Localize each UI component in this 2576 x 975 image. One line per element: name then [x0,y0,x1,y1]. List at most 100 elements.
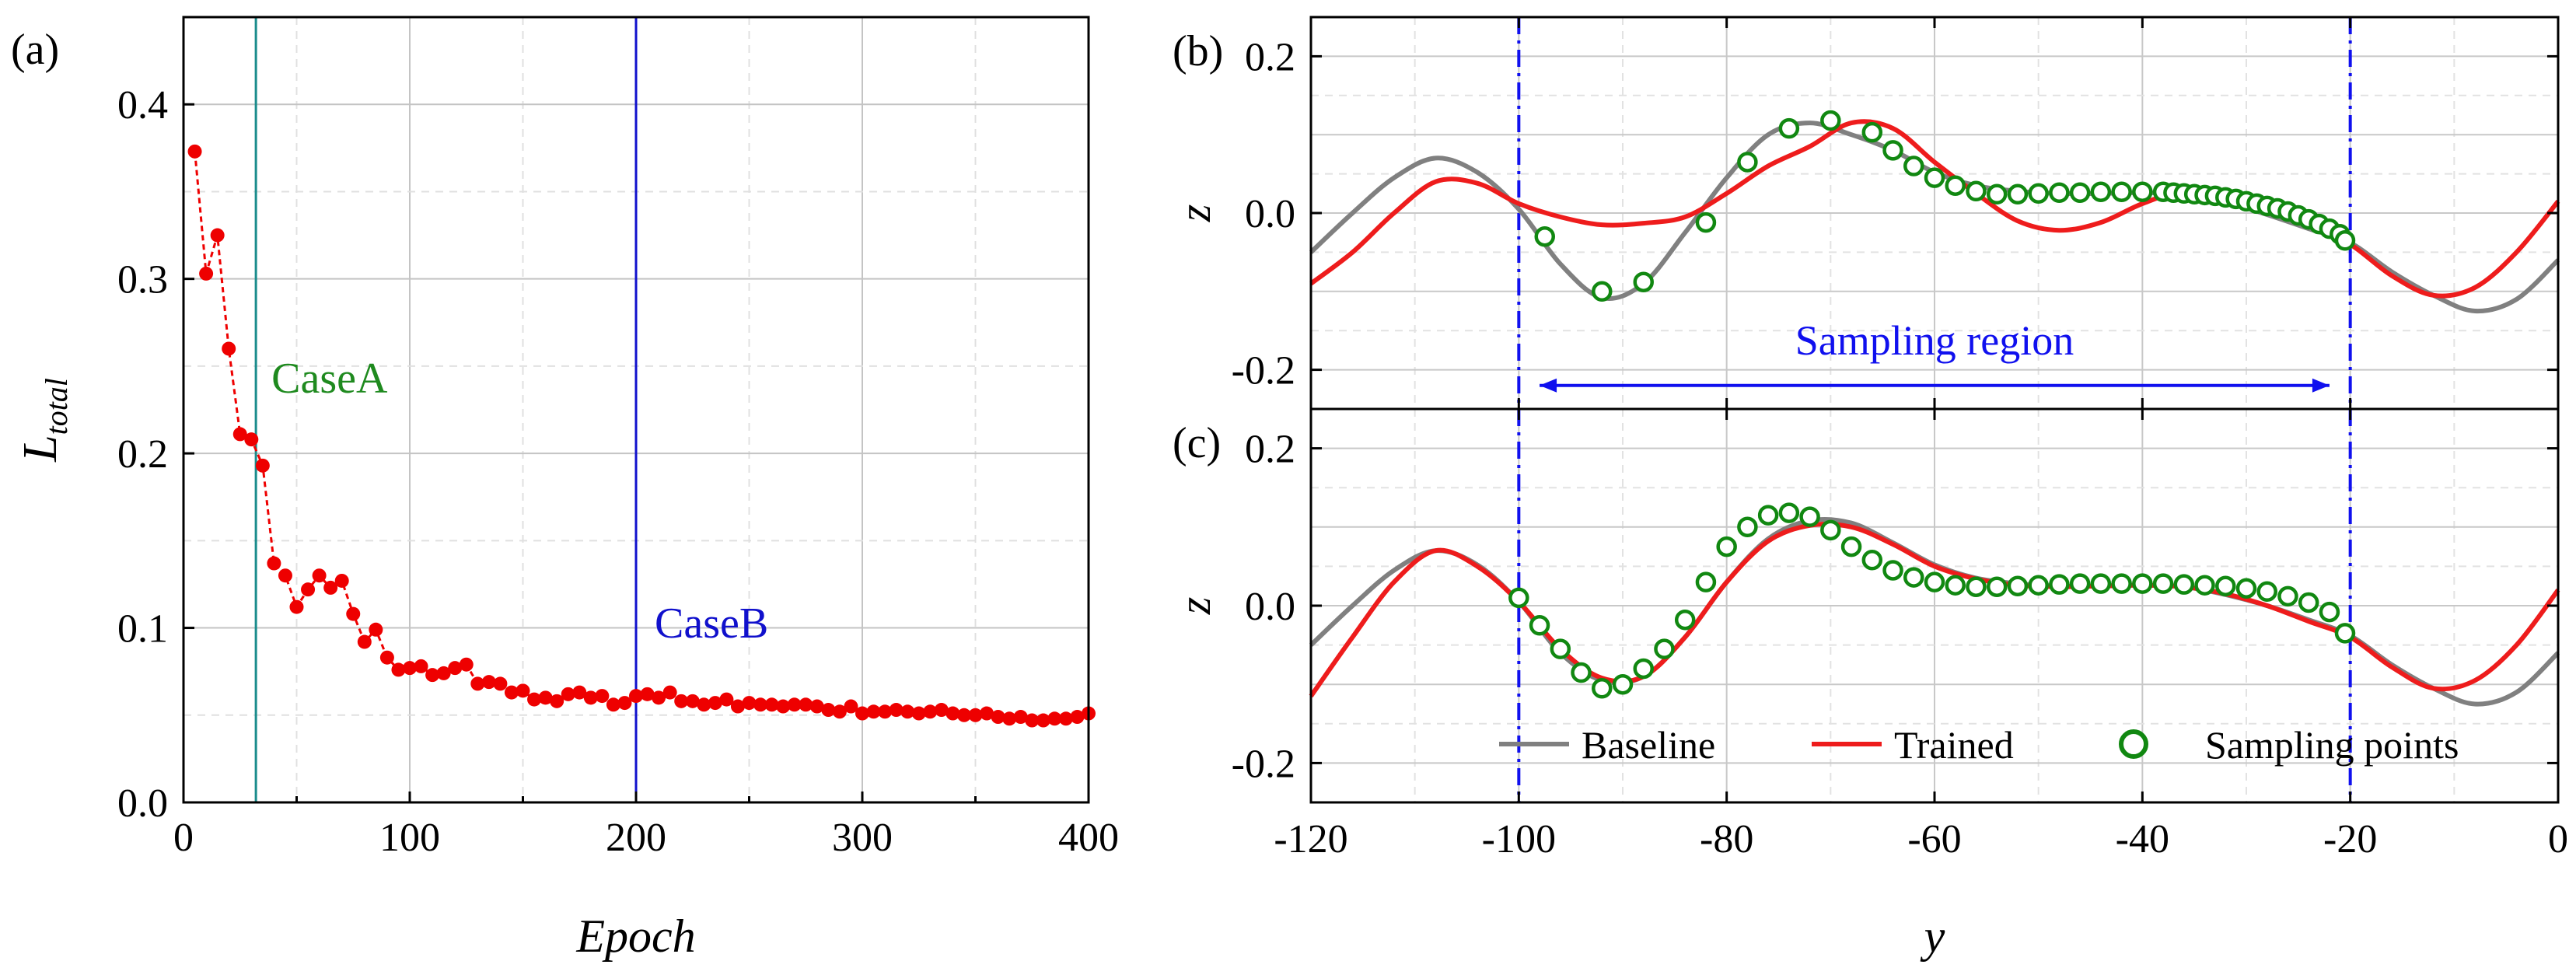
data-point [1070,710,1085,725]
sampling-point [1966,180,1987,202]
sampling-point [1966,576,1987,597]
data-point [764,697,779,712]
sampling-point [2090,573,2112,594]
data-point [334,573,349,588]
data-point [448,661,463,676]
data-point [719,692,734,707]
data-point [697,697,711,712]
y-tick-label: 0.0 [117,781,168,826]
data-point [357,634,372,649]
data-point [629,689,643,704]
data-point [1002,711,1017,726]
sampling-point [1757,505,1779,526]
data-point [278,568,292,583]
sampling-point [1571,662,1592,683]
sampling-point [1924,167,1945,188]
panel-b: Sampling region -0.2 0.0 0.2 z (b) [1169,16,2560,411]
x-axis-label: y [1920,910,1945,962]
y-axis-label: z [1169,597,1220,616]
sampling-point [1592,281,1613,302]
data-point [832,704,847,719]
sampling-point [2069,573,2091,594]
sampling-point [2049,182,2070,204]
x-tick-label: 0 [2548,817,2568,861]
sampling-point [1529,615,1550,636]
series-line-trained [1309,119,2560,299]
x-tick-label: -60 [1907,817,1961,861]
panel-c: Baseline Trained Sampling points -0.2 0.0 0.2… [1169,407,2568,962]
sampling-point [2049,574,2070,595]
sampling-point [2007,183,2029,205]
sampling-point [1716,536,1737,557]
annotation-caseb: CaseB [655,599,768,648]
sampling-point [1924,571,1945,592]
sampling-point [1778,117,1800,139]
data-point [889,703,904,718]
y-tick-label: 0.1 [117,607,168,652]
arrow-head-right [2312,378,2330,393]
data-point [844,699,858,714]
sampling-point [1737,516,1758,538]
legend-swatch-sampling-points [2119,729,2148,759]
data-point [1013,710,1028,725]
sampling-point [1612,673,1634,695]
data-point [799,697,813,712]
data-point [652,690,666,705]
sampling-point [2334,230,2356,251]
data-point [323,580,338,595]
legend-label-baseline: Baseline [1582,723,1715,767]
sampling-point [2334,623,2356,644]
data-point [866,704,881,719]
panel-label-c: (c) [1173,419,1221,467]
data-point [561,687,575,701]
sampling-point [1903,156,1924,176]
y-tick-label: -0.2 [1232,349,1295,393]
data-point [550,694,564,708]
data-point [640,687,655,701]
data-point [289,599,304,614]
series-line-ltotal [194,151,1089,722]
y-axis-label: Ltotal [14,378,74,463]
data-point [470,676,485,691]
data-point [900,704,915,719]
data-point [504,685,519,700]
data-point [414,659,428,673]
sampling-point [1861,121,1883,143]
x-tick-label: 0 [173,816,194,860]
data-point [674,694,689,708]
sampling-point [2111,181,2132,203]
data-point [346,606,361,621]
y-axis-label: z [1169,204,1220,223]
x-tick-label: -80 [1700,817,1753,861]
data-point [459,657,474,672]
y-tick-label: 0.2 [117,432,168,477]
sampling-point [1903,567,1924,588]
y-tick-label: 0.3 [117,258,168,302]
data-point [878,704,893,719]
data-point [583,690,598,705]
sampling-point [2028,575,2049,596]
sampling-point [1986,576,2008,597]
sampling-point [1861,550,1883,571]
data-point [934,703,949,718]
data-point [527,692,542,707]
data-point [595,689,610,704]
data-point [821,703,836,718]
data-point [753,697,768,712]
sampling-point [2256,581,2277,603]
x-tick-label: 200 [606,816,666,860]
sampling-point [1550,638,1571,659]
data-point [809,699,824,714]
data-point [1025,713,1040,728]
data-point [210,228,225,243]
data-point [403,661,417,676]
y-tick-label: 0.0 [1245,585,1295,629]
sampling-point [2215,575,2236,596]
sampling-point [1882,560,1903,581]
data-point [991,710,1005,725]
sampling-point [2277,585,2298,607]
sampling-point [1695,571,1717,592]
data-point [199,266,214,281]
sampling-point [1633,658,1654,680]
